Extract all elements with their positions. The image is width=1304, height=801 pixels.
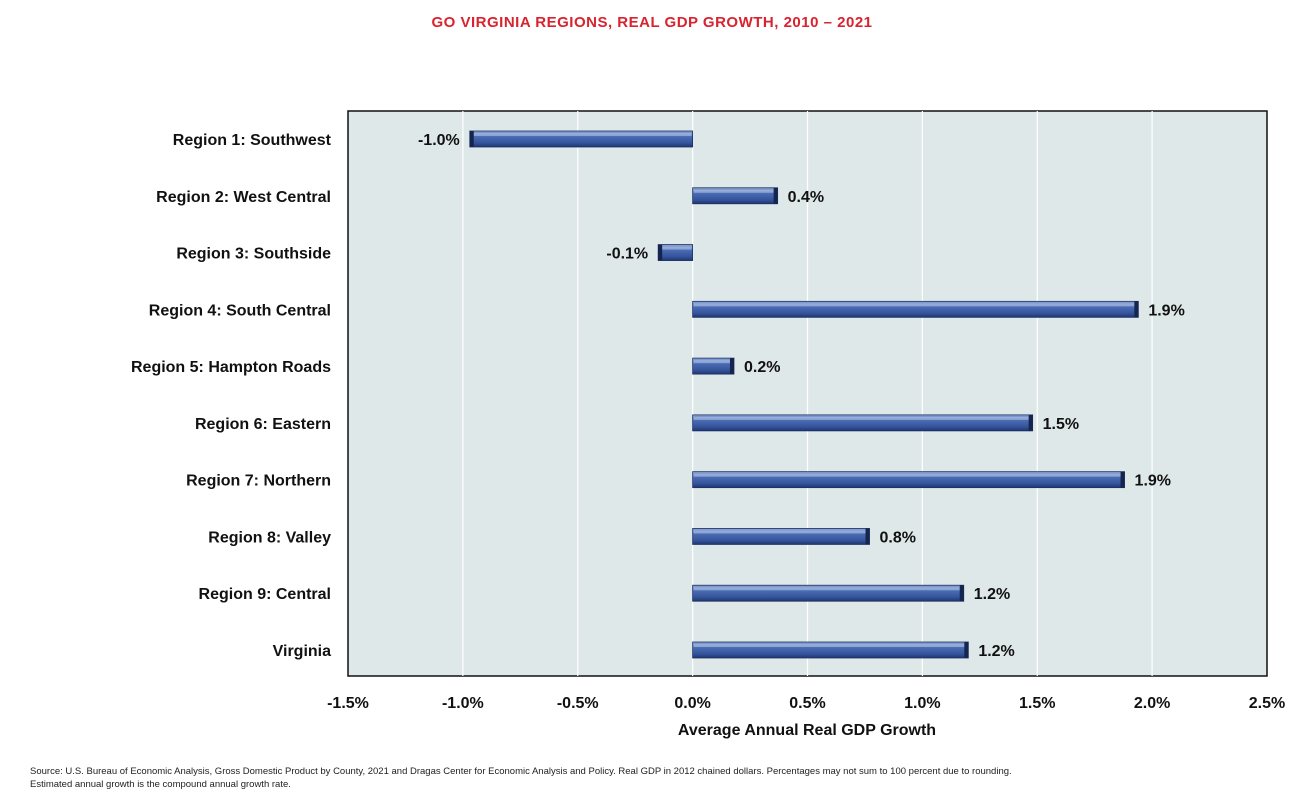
x-tick-labels: -1.5% -1.0% -0.5% 0.0% 0.5% 1.0% 1.5% 2.0% 2.5% <box>327 695 1285 712</box>
bar-highlight <box>693 360 733 364</box>
category-label: Region 7: Northern <box>186 473 331 490</box>
x-tick-label: 1.5% <box>1019 695 1055 712</box>
bar-end-cap <box>469 131 474 147</box>
data-label: 1.2% <box>974 586 1010 603</box>
data-label: -1.0% <box>418 132 460 149</box>
category-label: Region 5: Hampton Roads <box>131 359 331 376</box>
x-tick-label: 2.0% <box>1134 695 1170 712</box>
x-tick-label: 0.0% <box>674 695 710 712</box>
category-label: Region 2: West Central <box>156 189 331 206</box>
x-tick-label: 1.0% <box>904 695 940 712</box>
category-label: Virginia <box>273 643 331 660</box>
bars <box>469 130 1139 659</box>
bar-end-cap <box>1120 471 1125 488</box>
x-axis-label: Average Annual Real GDP Growth <box>678 722 936 739</box>
data-label: 0.4% <box>788 189 824 206</box>
x-tick-label: 0.5% <box>789 695 825 712</box>
category-label: Region 6: Eastern <box>195 416 331 433</box>
source-line-1: Source: U.S. Bureau of Economic Analysis… <box>30 766 1012 777</box>
bar-end-cap <box>1134 301 1139 318</box>
bar-end-cap <box>959 585 964 602</box>
bar-chart: Region 1: Southwest Region 2: West Centra… <box>131 110 1285 739</box>
bar-end-cap <box>729 358 734 375</box>
data-labels: -1.0% 0.4% -0.1% 1.9% 0.2% 1.5% 1.9% 0.8% 1.2% 1.… <box>418 132 1185 660</box>
data-label: 1.9% <box>1148 302 1184 319</box>
x-tick-label: -1.5% <box>327 695 369 712</box>
data-label: 1.5% <box>1043 416 1079 433</box>
bar-highlight <box>659 246 692 250</box>
data-label: 0.8% <box>880 529 916 546</box>
data-label: 1.9% <box>1135 473 1171 490</box>
data-label: 0.2% <box>744 359 780 376</box>
bar-end-cap <box>1028 414 1033 431</box>
category-label: Region 9: Central <box>199 586 331 603</box>
x-tick-label: -1.0% <box>442 695 484 712</box>
source-note: Source: U.S. Bureau of Economic Analysis… <box>30 765 1280 791</box>
bar-highlight <box>693 473 1124 477</box>
gridlines <box>462 111 1153 676</box>
x-tick-label: -0.5% <box>557 695 599 712</box>
source-line-2: Estimated annual growth is the compound … <box>30 779 291 790</box>
bar-highlight <box>693 189 777 193</box>
category-label: Region 3: Southside <box>176 246 331 263</box>
bar-end-cap <box>964 642 969 658</box>
bar-end-cap <box>865 528 870 545</box>
bar-highlight <box>693 644 968 647</box>
x-tick-label: 2.5% <box>1249 695 1285 712</box>
bar-highlight <box>470 133 692 136</box>
bar-end-cap <box>773 187 778 204</box>
bar-highlight <box>693 303 1138 307</box>
bar-end-cap <box>658 244 663 261</box>
category-label: Region 4: South Central <box>149 302 331 319</box>
bar-highlight <box>693 530 869 534</box>
data-label: -0.1% <box>606 246 648 263</box>
bar-highlight <box>693 416 1032 420</box>
category-label: Region 1: Southwest <box>173 132 332 149</box>
data-label: 1.2% <box>978 643 1014 660</box>
category-label: Region 8: Valley <box>208 529 331 546</box>
category-labels: Region 1: Southwest Region 2: West Centra… <box>131 132 332 660</box>
chart-title: GO VIRGINIA REGIONS, REAL GDP GROWTH, 20… <box>431 14 873 31</box>
bar-highlight <box>693 587 963 591</box>
